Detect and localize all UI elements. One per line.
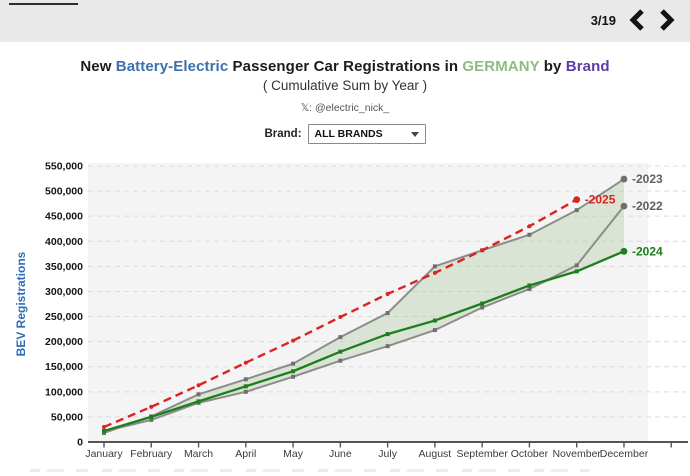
svg-text:August: August [419,448,452,460]
svg-text:July: July [378,448,397,460]
brand-filter-row: Brand: ALL BRANDS [0,123,690,145]
svg-text:November: November [552,448,601,460]
page-indicator: 3/19 [590,13,616,28]
svg-text:150,000: 150,000 [45,361,83,373]
svg-text:September: September [456,448,508,460]
svg-text:May: May [283,448,304,460]
brand-dropdown[interactable]: ALL BRANDS [307,124,426,144]
y-axis-title: BEV Registrations [14,251,28,356]
svg-text:250,000: 250,000 [45,311,83,323]
series-2022-line [103,205,625,433]
top-toolbar: 3/19 [0,0,690,42]
series-2024-line [103,250,625,433]
x-axis-tick-labels: January February March April May June July Augu… [85,448,648,460]
svg-text:April: April [235,448,256,460]
svg-text:February: February [130,448,173,460]
title-part-battery-electric: Battery-Electric [115,58,229,75]
svg-text:550,000: 550,000 [45,161,83,173]
brand-label: Brand: [264,128,302,140]
svg-text:50,000: 50,000 [51,411,83,423]
chevron-right-icon [659,8,675,34]
svg-text:100,000: 100,000 [45,386,83,398]
gridlines [88,165,686,418]
svg-text:0: 0 [77,437,83,449]
svg-text:450,000: 450,000 [45,211,83,223]
caret-down-icon [410,131,419,137]
svg-text:January: January [85,448,123,460]
top-left-rule [9,3,78,5]
series-2025: -2025 [102,193,616,429]
series-2022: -2022 [102,199,663,434]
title-part-new: New [80,58,112,75]
svg-text:October: October [511,448,549,460]
next-page-button[interactable] [654,8,680,34]
y-axis-tick-labels: 0 50,000 100,000 150,000 200,000 250,000 300,0… [45,161,83,449]
chart-subtitle: ( Cumulative Sum by Year ) [262,78,428,93]
series-2023-line [103,178,625,434]
svg-text:June: June [329,448,352,460]
series-label-2025: -2025 [585,193,616,207]
bev-registrations-chart: -2022 -2023 -2024 -2025 0 50,000 100,000 150,00… [14,161,688,460]
svg-text:200,000: 200,000 [45,336,83,348]
author-handle: 𝕏: @electric_nick_ [300,102,390,114]
title-part-registrations: Passenger Car Registrations in [232,58,459,75]
chevron-left-icon [629,8,645,34]
cropped-caption [30,469,590,472]
svg-text:400,000: 400,000 [45,236,83,248]
title-part-germany: GERMANY [462,58,540,75]
series-2024: -2024 [102,244,663,433]
x-axis-ticks [103,442,672,448]
prev-page-button[interactable] [624,8,650,34]
svg-text:350,000: 350,000 [45,261,83,273]
series-label-2023: -2023 [632,172,663,186]
page-title: New Battery-Electric Passenger Car Regis… [0,58,690,75]
series-label-2022: -2022 [632,199,663,213]
svg-text:December: December [600,448,649,460]
svg-text:300,000: 300,000 [45,286,83,298]
svg-text:500,000: 500,000 [45,186,83,198]
title-part-by: by [543,58,562,75]
brand-dropdown-value: ALL BRANDS [314,128,383,140]
series-label-2024: -2024 [632,244,663,258]
chart-header: New Battery-Electric Passenger Car Regis… [0,58,690,114]
title-part-brand: Brand [565,58,610,75]
svg-text:March: March [184,448,213,460]
